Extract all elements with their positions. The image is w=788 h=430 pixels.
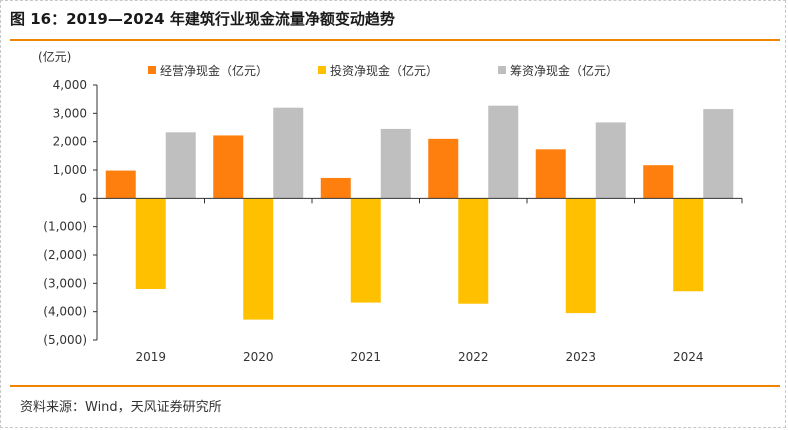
y-tick-label: 2,000 [53,135,87,149]
bar-series [105,105,734,320]
bar-2020-series-1 [243,198,274,320]
bar-2022-series-0 [428,138,459,199]
bar-2021-series-2 [380,128,411,199]
bar-2023-series-2 [595,122,626,199]
x-tick-label: 2020 [243,350,274,364]
y-tick-label: 4,000 [53,78,87,92]
bar-2023-series-1 [565,198,596,314]
x-axis-ticks: 2019 2020 2021 2022 2023 2024 [96,198,743,364]
x-tick-label: 2023 [565,350,596,364]
chart-axes [96,85,742,340]
figure-source: 资料来源：Wind，天风证券研究所 [20,400,222,415]
y-tick-label: (4,000) [43,305,87,319]
bar-2019-series-2 [165,132,196,199]
x-tick-label: 2021 [350,350,381,364]
y-axis-ticks: 4,000 3,000 2,000 1,000 0 (1,000) (2,000) (3,00… [43,78,97,347]
bar-2021-series-1 [350,198,381,303]
y-tick-label: 1,000 [53,163,87,177]
y-tick-label: (2,000) [43,248,87,262]
bar-chart: (亿元) 经营净现金（亿元） 投资净现金（亿元） 筹资净现金（亿元） 4,000 3,… [38,49,743,364]
y-axis-unit-label: (亿元) [38,49,71,64]
bar-2020-series-0 [213,135,244,199]
y-tick-label: (1,000) [43,220,87,234]
bar-2019-series-1 [135,198,166,289]
y-tick-label: (5,000) [43,333,87,347]
legend-swatch [148,66,156,74]
legend-swatch [498,66,506,74]
bar-2020-series-2 [273,107,304,199]
x-tick-label: 2019 [135,350,166,364]
y-tick-label: (3,000) [43,276,87,290]
bar-2023-series-0 [535,149,566,199]
bar-2022-series-2 [488,105,519,199]
x-tick-label: 2024 [673,350,704,364]
x-tick-label: 2022 [458,350,489,364]
bar-2022-series-1 [458,198,489,304]
bar-2021-series-0 [320,177,351,199]
legend-swatch [318,66,326,74]
chart-legend: 经营净现金（亿元） 投资净现金（亿元） 筹资净现金（亿元） [148,63,618,78]
title-divider [10,39,780,41]
y-tick-label: 3,000 [53,106,87,120]
figure-title: 图 16：2019—2024 年建筑行业现金流量净额变动趋势 [10,10,395,28]
legend-label: 经营净现金（亿元） [160,63,268,78]
bar-2024-series-1 [673,198,704,292]
source-divider [10,385,780,387]
legend-label: 投资净现金（亿元） [330,63,438,78]
legend-label: 筹资净现金（亿元） [510,63,618,78]
bar-2019-series-0 [105,170,136,199]
y-tick-label: 0 [79,191,87,205]
bar-2024-series-2 [703,109,734,199]
bar-2024-series-0 [643,165,674,199]
